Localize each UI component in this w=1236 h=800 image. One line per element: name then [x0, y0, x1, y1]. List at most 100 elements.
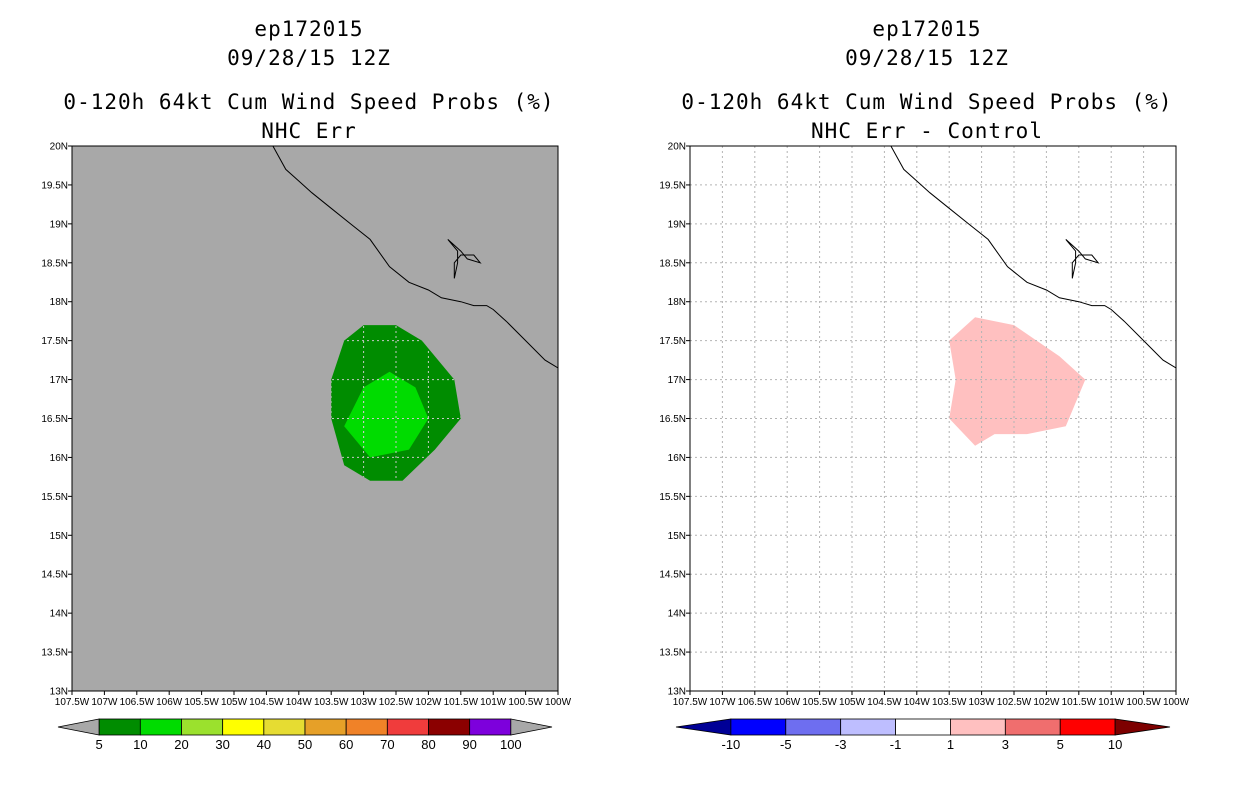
colorbar-label: 10 — [1108, 737, 1122, 752]
reservoir-outline — [447, 239, 482, 279]
y-tick-label: 16.5N — [41, 414, 68, 425]
y-tick-label: 18N — [668, 297, 686, 308]
colorbar-swatch — [181, 718, 224, 736]
x-tick-label: 100W — [545, 697, 572, 708]
y-tick-label: 17.5N — [659, 336, 686, 347]
colorbar-label: 40 — [257, 737, 271, 752]
colorbar-label: 80 — [421, 737, 435, 752]
x-tick-label: 103.5W — [932, 697, 967, 708]
x-tick-label: 102.5W — [379, 697, 414, 708]
y-tick-label: 14.5N — [41, 570, 68, 581]
colorbar-max-arrow — [510, 718, 553, 736]
colorbar-swatch — [895, 718, 951, 736]
y-tick-label: 15.5N — [41, 492, 68, 503]
y-tick-label: 15N — [668, 531, 686, 542]
x-tick-label: 105.5W — [184, 697, 219, 708]
colorbar-label: 1 — [947, 737, 954, 752]
colorbar-swatch — [386, 718, 429, 736]
x-tick-label: 101W — [480, 697, 507, 708]
colorbar-label: 5 — [1057, 737, 1064, 752]
colorbar: 5 10 20 30 40 50 60 70 80 90 100 — [57, 718, 553, 752]
x-tick-label: 103W — [969, 697, 996, 708]
coastline — [890, 146, 1176, 369]
x-tick-label: 106W — [156, 697, 183, 708]
x-tick-label: 102W — [415, 697, 442, 708]
y-tick-label: 19.5N — [41, 180, 68, 191]
colorbar-label: 100 — [500, 737, 522, 752]
panel-nhc-err-control: ep172015 09/28/15 12Z 0-120h 64kt Cum Wi… — [618, 0, 1236, 800]
difference-map: 13N 13.5N 14N 14.5N 15N 15.5N 16N 16.5N 17N 17.5N… — [659, 142, 1190, 709]
colorbar-swatch — [263, 718, 306, 736]
colorbar-min-arrow — [57, 718, 100, 736]
y-tick-label: 14.5N — [659, 570, 686, 581]
colorbar-label: 30 — [215, 737, 229, 752]
colorbar-label: 20 — [174, 737, 188, 752]
x-tick-label: 101W — [1098, 697, 1125, 708]
x-tick-label: 104.5W — [867, 697, 902, 708]
colorbar-swatch — [1059, 718, 1116, 736]
x-tick-label: 102W — [1033, 697, 1060, 708]
forecast-datetime: 09/28/15 12Z — [227, 46, 391, 70]
y-tick-label: 18N — [50, 297, 68, 308]
colorbar-swatch — [469, 718, 512, 736]
y-tick-label: 15.5N — [659, 492, 686, 503]
y-tick-label: 20N — [668, 142, 686, 153]
y-tick-label: 16.5N — [659, 414, 686, 425]
y-tick-label: 13.5N — [41, 648, 68, 659]
x-tick-label: 105.5W — [802, 697, 837, 708]
y-tick-label: 19N — [50, 219, 68, 230]
x-tick-label: 106.5W — [738, 697, 773, 708]
forecast-datetime: 09/28/15 12Z — [845, 46, 1009, 70]
y-tick-label: 15N — [50, 531, 68, 542]
y-tick-label: 16N — [50, 453, 68, 464]
panel-nhc-err: ep172015 09/28/15 12Z 0-120h 64kt Cum Wi… — [41, 17, 572, 752]
x-tick-label: 106W — [774, 697, 801, 708]
x-tick-label: 104W — [286, 697, 313, 708]
colorbar-swatch — [840, 718, 896, 736]
colorbar-label: 50 — [298, 737, 312, 752]
y-tick-label: 19N — [668, 219, 686, 230]
colorbar-label: -10 — [721, 737, 740, 752]
y-tick-label: 13N — [50, 687, 68, 698]
colorbar-swatch — [428, 718, 471, 736]
colorbar-max-arrow — [1114, 718, 1171, 736]
colorbar-label: 5 — [96, 737, 103, 752]
y-tick-label: 19.5N — [659, 180, 686, 191]
coastline — [272, 146, 558, 369]
colorbar-swatch — [1004, 718, 1061, 736]
y-tick-label: 14N — [50, 609, 68, 620]
colorbar-swatch — [730, 718, 787, 736]
x-tick-label: 105W — [839, 697, 866, 708]
y-tick-label: 17N — [668, 375, 686, 386]
y-tick-label: 14N — [668, 609, 686, 620]
colorbar-label: -1 — [890, 737, 902, 752]
reservoir-outline — [1065, 239, 1100, 279]
colorbar-min-arrow — [675, 718, 732, 736]
x-tick-label: 103W — [351, 697, 378, 708]
chart-title: 0-120h 64kt Cum Wind Speed Probs (%) — [63, 90, 555, 114]
x-tick-label: 100.5W — [508, 697, 543, 708]
y-tick-label: 16N — [668, 453, 686, 464]
x-tick-label: 106.5W — [120, 697, 155, 708]
x-tick-label: 100.5W — [1126, 697, 1161, 708]
x-tick-label: 101.5W — [1062, 697, 1097, 708]
colorbar-swatch — [304, 718, 347, 736]
x-tick-label: 100W — [1163, 697, 1190, 708]
colorbar-label: 60 — [339, 737, 353, 752]
colorbar-swatch — [785, 718, 842, 736]
x-tick-label: 107.5W — [673, 697, 708, 708]
storm-id: ep172015 — [872, 17, 982, 41]
probability-map: 13N 13.5N 14N 14.5N 15N 15.5N 16N 16.5N 17N 17.5N… — [41, 142, 572, 709]
x-tick-label: 107W — [91, 697, 118, 708]
x-tick-label: 104.5W — [249, 697, 284, 708]
y-tick-label: 18.5N — [41, 258, 68, 269]
y-tick-label: 17.5N — [41, 336, 68, 347]
colorbar: -10 -5 -3 -1 1 3 5 10 — [675, 718, 1171, 752]
colorbar-swatch — [345, 718, 388, 736]
colorbar-label: -5 — [780, 737, 792, 752]
x-tick-label: 107.5W — [55, 697, 90, 708]
colorbar-label: 90 — [462, 737, 476, 752]
contour-10-20 — [344, 371, 429, 458]
colorbar-swatch — [98, 718, 141, 736]
y-tick-label: 13.5N — [659, 648, 686, 659]
